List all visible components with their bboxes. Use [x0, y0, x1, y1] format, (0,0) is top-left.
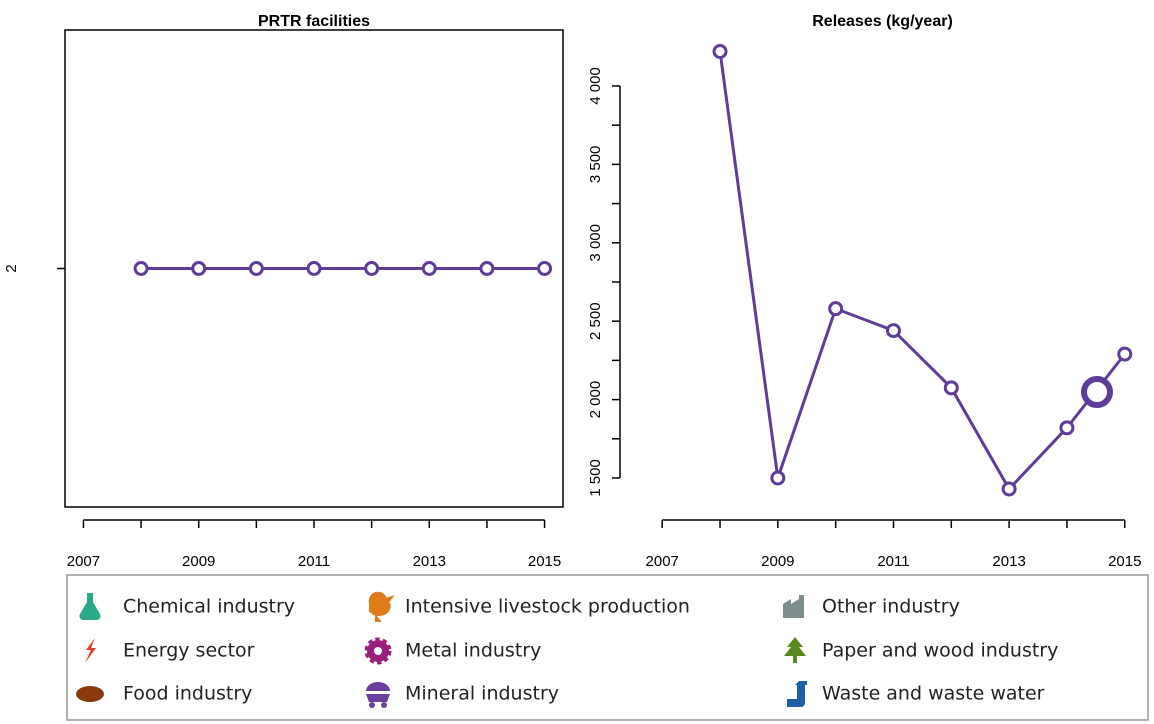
- x-tick-label: 2007: [646, 553, 679, 570]
- data-point: [885, 323, 901, 339]
- icon: [76, 686, 104, 702]
- data-point: [421, 261, 437, 276]
- x-tick-label: 2013: [413, 553, 446, 570]
- chart-title: Releases (kg/year): [812, 13, 953, 30]
- data-point: [479, 261, 495, 276]
- legend-item: Intensive livestock production: [368, 591, 690, 622]
- icon: [381, 702, 387, 708]
- data-point: [537, 261, 553, 276]
- legend-label: Other industry: [822, 596, 960, 618]
- legend-item: Paper and wood industry: [784, 637, 1058, 663]
- y-tick-label: 2: [3, 264, 20, 272]
- y-tick-label: 3 000: [587, 224, 604, 262]
- data-point: [133, 261, 149, 276]
- legend-item: Metal industry: [364, 637, 541, 665]
- icon: [368, 591, 395, 622]
- icon-hole: [374, 647, 382, 655]
- x-tick-label: 2013: [992, 553, 1025, 570]
- icon: [783, 595, 804, 618]
- x-tick-label: 2009: [761, 553, 794, 570]
- x-tick-label: 2011: [877, 553, 909, 570]
- data-point: [1001, 481, 1017, 497]
- data-point: [828, 301, 844, 317]
- icon: [79, 593, 101, 620]
- data-point: [712, 43, 728, 59]
- x-tick-label: 2009: [182, 553, 215, 570]
- legend-label: Mineral industry: [405, 683, 559, 705]
- hover-marker: [1081, 376, 1113, 408]
- data-point: [770, 470, 786, 486]
- icon: [366, 682, 390, 702]
- legend-label: Intensive livestock production: [405, 596, 690, 618]
- y-tick-label: 1 500: [587, 459, 604, 497]
- x-tick-label: 2011: [298, 553, 330, 570]
- icon: [784, 637, 806, 663]
- legend-item: Other industry: [783, 595, 960, 618]
- legend-box: [66, 574, 1149, 721]
- data-point: [1117, 346, 1133, 362]
- icon: [787, 681, 807, 707]
- legend-item: Energy sector: [85, 638, 255, 663]
- y-tick-label: 3 500: [587, 146, 604, 184]
- icon: [85, 638, 96, 663]
- x-tick-label: 2015: [1108, 553, 1141, 570]
- legend-label: Metal industry: [405, 640, 541, 662]
- legend-item: Chemical industry: [79, 593, 295, 620]
- data-point: [191, 261, 207, 276]
- y-tick-label: 4 000: [587, 67, 604, 105]
- series-line: [718, 51, 1126, 492]
- data-point: [1059, 420, 1075, 436]
- legend-label: Energy sector: [123, 640, 255, 662]
- legend-label: Waste and waste water: [822, 683, 1045, 705]
- legend-item: Mineral industry: [366, 682, 559, 708]
- data-point: [364, 261, 380, 276]
- legend-label: Food industry: [123, 683, 252, 705]
- chart-title: PRTR facilities: [258, 13, 370, 30]
- data-point: [306, 261, 322, 276]
- icon: [369, 702, 375, 708]
- x-tick-label: 2015: [528, 553, 561, 570]
- legend-label: Paper and wood industry: [822, 640, 1058, 662]
- legend-item: Food industry: [76, 683, 252, 705]
- x-tick-label: 2007: [67, 553, 100, 570]
- y-tick-label: 2 500: [587, 302, 604, 340]
- legend-item: Waste and waste water: [787, 681, 1045, 707]
- y-tick-label: 2 000: [587, 381, 604, 419]
- legend-label: Chemical industry: [123, 596, 295, 618]
- data-point: [248, 261, 264, 276]
- data-point: [943, 380, 959, 396]
